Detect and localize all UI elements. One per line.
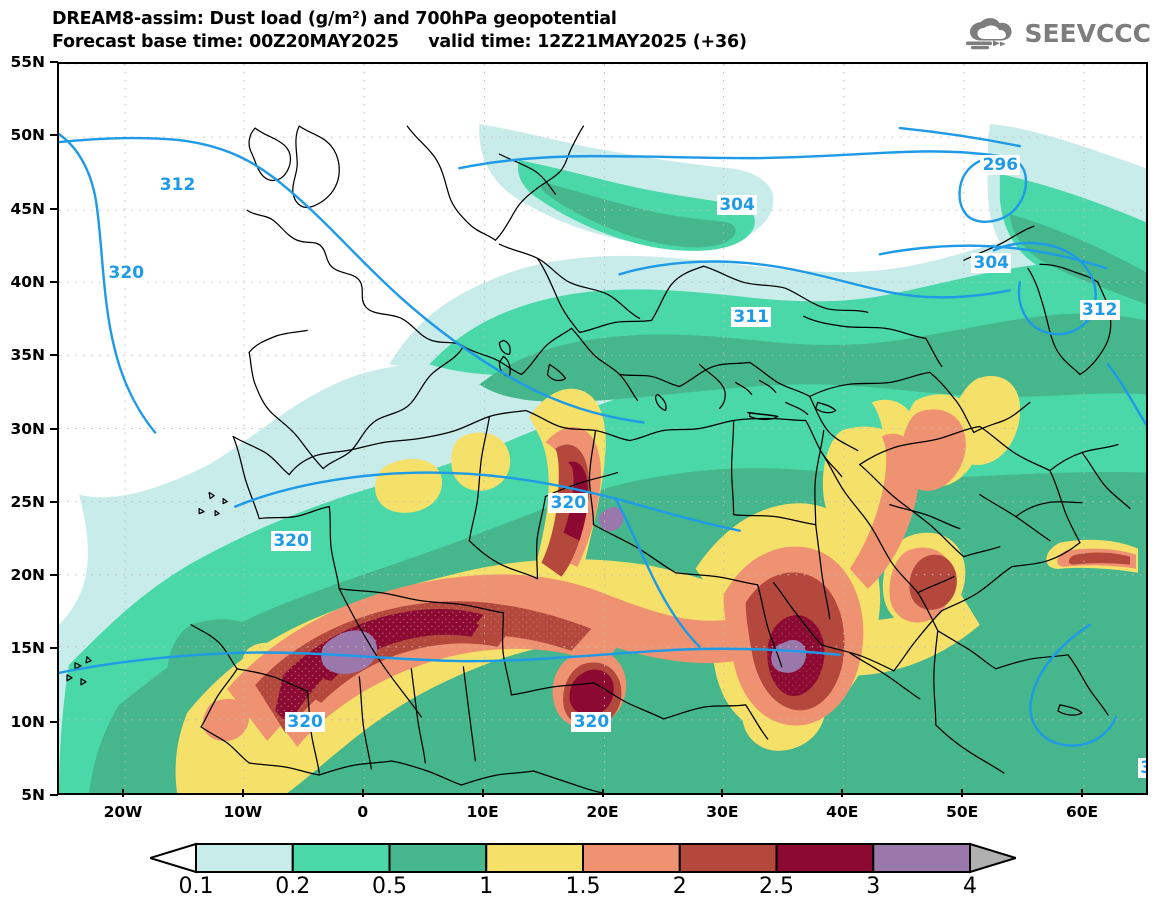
colorbar-tick-4: 4 xyxy=(963,874,977,899)
x-axis-tickmark xyxy=(241,789,244,797)
y-axis-tickmark xyxy=(50,61,58,63)
y-axis-tick-45N: 45N xyxy=(10,199,45,218)
colorbar-segment-5[interactable] xyxy=(582,843,681,873)
y-axis-tickmark xyxy=(50,354,58,357)
colorbar-right-arrow xyxy=(969,842,1016,874)
x-axis-tickmark xyxy=(841,789,844,797)
y-axis-tickmark xyxy=(50,134,58,137)
colorbar-segment-1[interactable] xyxy=(195,843,294,873)
colorbar-tick-2: 2 xyxy=(672,874,687,899)
colorbar-segment-2[interactable] xyxy=(291,843,391,873)
colorbar-segment-7[interactable] xyxy=(775,843,875,873)
geopotential-contours xyxy=(59,126,1146,747)
colorbar-tick-0.2: 0.2 xyxy=(275,874,311,899)
x-axis-tick-60E: 60E xyxy=(1065,803,1099,821)
colorbar-tick-2.5: 2.5 xyxy=(759,874,794,899)
y-axis-tick-15N: 15N xyxy=(10,639,45,658)
y-axis-tickmark xyxy=(50,280,58,283)
y-axis-tickmark xyxy=(50,720,58,723)
dust-load-contour-fill xyxy=(59,124,1146,793)
cloud-wind-icon xyxy=(966,18,1012,50)
logo-text: SEEVCCC xyxy=(1024,18,1151,48)
map-plot-area[interactable]: 312304296320304312311320320320320312 xyxy=(57,62,1148,795)
y-axis-tick-30N: 30N xyxy=(10,419,45,438)
chart-title-line2: Forecast base time: 00Z20MAY2025 valid t… xyxy=(52,32,747,52)
colorbar-segment-3[interactable] xyxy=(388,843,488,873)
chart-title-line1: DREAM8-assim: Dust load (g/m²) and 700hP… xyxy=(52,9,617,29)
y-axis-tick-50N: 50N xyxy=(10,126,45,145)
map-gridlines xyxy=(59,64,1146,793)
x-axis-tickmark xyxy=(121,789,124,797)
seevccc-logo: SEEVCCC xyxy=(965,14,1151,52)
y-axis-tick-35N: 35N xyxy=(10,346,45,365)
x-axis-tickmark xyxy=(721,789,724,797)
x-axis-tickmark xyxy=(961,789,964,797)
colorbar-segment-8[interactable] xyxy=(872,843,971,873)
y-axis-tickmark xyxy=(50,794,58,796)
colorbar-tick-0.5: 0.5 xyxy=(372,874,407,899)
x-axis-tickmark xyxy=(1081,789,1084,797)
x-axis-tick-10W: 10W xyxy=(223,803,263,821)
y-axis-tickmark xyxy=(50,500,58,503)
x-axis-tickmark xyxy=(481,789,484,797)
colorbar-tick-1: 1 xyxy=(479,874,494,899)
x-axis-tickmark xyxy=(601,789,604,797)
colorbar-swatches[interactable] xyxy=(150,842,1016,876)
colorbar-tick-3: 3 xyxy=(866,874,881,899)
colorbar-segment-4[interactable] xyxy=(485,843,584,873)
y-axis-tick-55N: 55N xyxy=(10,53,45,71)
y-axis-tickmark xyxy=(50,574,58,577)
map-canvas xyxy=(59,64,1146,793)
colorbar-segment-6[interactable] xyxy=(678,843,778,873)
x-axis-tick-0: 0 xyxy=(357,803,369,821)
y-axis-tickmark xyxy=(50,207,58,210)
y-axis-tick-25N: 25N xyxy=(10,492,45,511)
coastlines-and-borders xyxy=(66,125,1131,793)
colorbar-tick-0.1: 0.1 xyxy=(178,874,214,899)
header: DREAM8-assim: Dust load (g/m²) and 700hP… xyxy=(0,0,1165,62)
x-axis-tick-50E: 50E xyxy=(946,803,979,821)
y-axis-tick-20N: 20N xyxy=(10,566,45,585)
colorbar-left-arrow xyxy=(150,842,197,874)
x-axis-tickmark xyxy=(361,789,364,797)
x-axis-tick-40E: 40E xyxy=(826,803,859,821)
colorbar[interactable]: 0.1 0.2 0.5 1 1.5 2 2.5 3 4 xyxy=(0,838,1165,907)
x-axis-tick-20W: 20W xyxy=(103,803,143,821)
x-axis-tick-10E: 10E xyxy=(466,803,499,821)
y-axis-tickmark xyxy=(50,427,58,430)
colorbar-tick-1.5: 1.5 xyxy=(565,874,601,899)
y-axis-tick-5N: 5N xyxy=(21,786,45,804)
x-axis-tick-20E: 20E xyxy=(586,803,619,821)
y-axis-tick-40N: 40N xyxy=(10,272,45,291)
y-axis-tick-10N: 10N xyxy=(10,712,45,731)
x-axis-tick-30E: 30E xyxy=(706,803,739,821)
y-axis-tickmark xyxy=(50,647,58,650)
